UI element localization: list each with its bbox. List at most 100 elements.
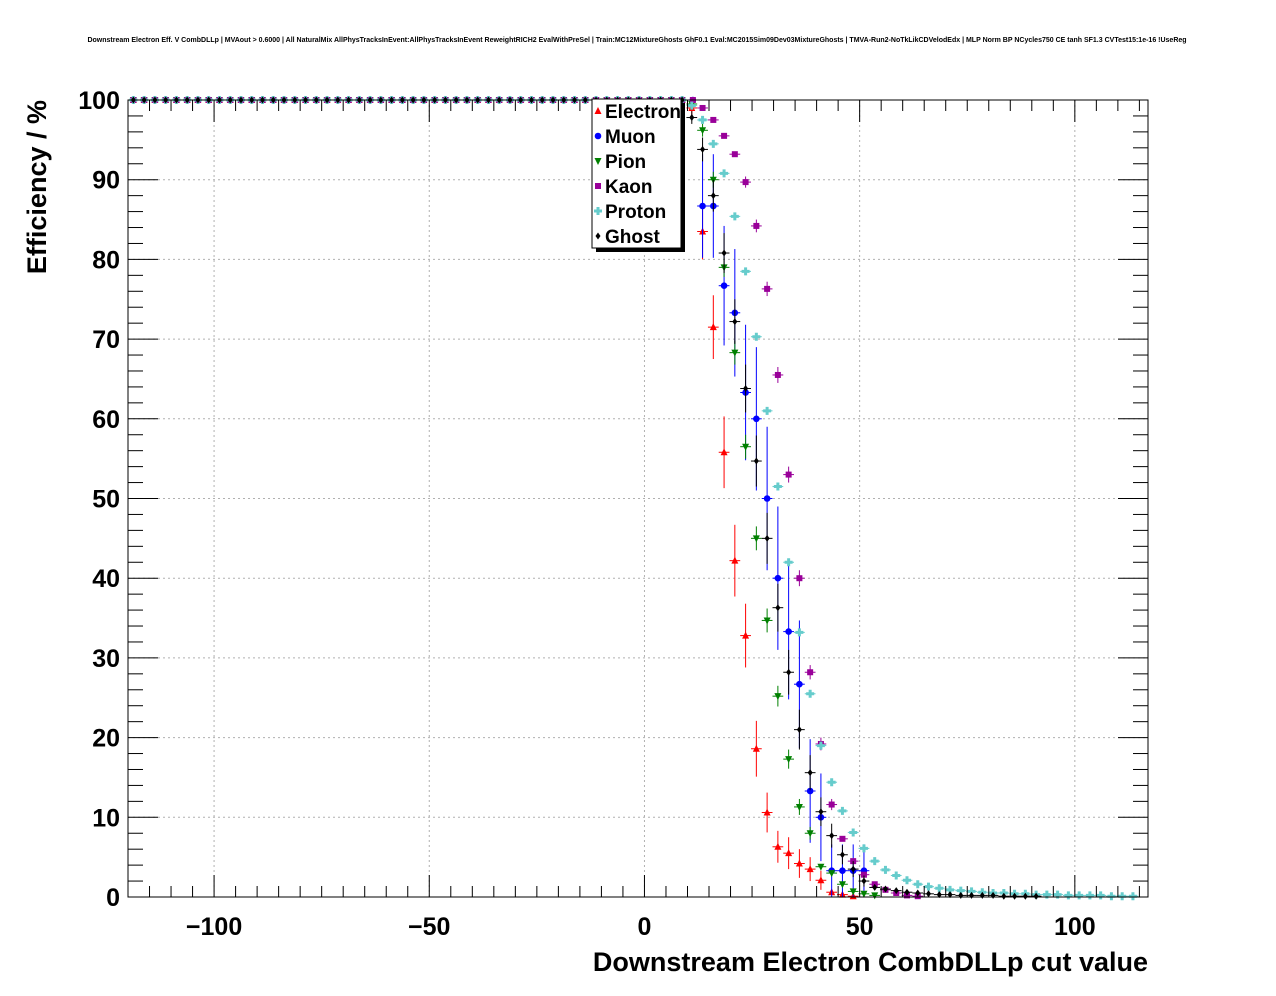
data-point bbox=[816, 741, 825, 750]
data-point bbox=[732, 318, 738, 326]
data-point bbox=[850, 865, 856, 873]
data-point bbox=[870, 857, 879, 866]
data-point bbox=[1128, 892, 1137, 901]
data-point bbox=[827, 778, 836, 787]
y-tick-label: 30 bbox=[92, 645, 120, 673]
y-tick-label: 70 bbox=[92, 326, 120, 354]
legend-marker-proton bbox=[594, 207, 602, 215]
data-point bbox=[699, 127, 707, 135]
data-point bbox=[720, 282, 728, 290]
data-point bbox=[807, 669, 814, 676]
data-point bbox=[1107, 892, 1116, 901]
data-point bbox=[807, 769, 813, 777]
data-point bbox=[752, 535, 760, 543]
data-point bbox=[796, 575, 803, 582]
data-point bbox=[742, 443, 750, 451]
data-point bbox=[1012, 892, 1018, 900]
legend-marker-muon bbox=[594, 132, 602, 140]
legend-label-kaon: Kaon bbox=[605, 177, 653, 198]
legend-label-muon: Muon bbox=[605, 127, 656, 148]
data-point bbox=[763, 406, 772, 415]
data-point bbox=[1096, 891, 1105, 900]
x-tick-label: 0 bbox=[638, 913, 652, 941]
data-point bbox=[946, 885, 955, 894]
x-tick-label: −50 bbox=[408, 913, 450, 941]
axis-layer: −100 −50 0 50 100 0 10 20 30 40 50 60 70 80 90 100 bbox=[78, 87, 1148, 941]
data-point bbox=[796, 680, 803, 688]
data-point bbox=[741, 267, 750, 276]
data-point bbox=[839, 835, 846, 842]
data-point bbox=[742, 179, 749, 186]
data-point bbox=[709, 139, 718, 148]
data-point bbox=[818, 808, 824, 816]
data-point bbox=[956, 886, 965, 895]
data-point bbox=[829, 832, 835, 840]
legend-label-ghost: Ghost bbox=[605, 227, 661, 248]
data-point bbox=[731, 349, 739, 357]
data-point bbox=[893, 887, 899, 895]
data-point bbox=[763, 495, 771, 502]
data-point bbox=[1042, 890, 1051, 899]
data-point bbox=[958, 891, 964, 899]
data-point bbox=[947, 891, 953, 899]
data-point bbox=[742, 631, 750, 639]
data-point bbox=[924, 882, 933, 891]
data-point bbox=[774, 693, 782, 701]
data-point bbox=[698, 115, 707, 124]
data-point bbox=[795, 803, 803, 811]
y-tick-label: 100 bbox=[78, 87, 120, 115]
series-muon bbox=[128, 96, 870, 897]
data-point bbox=[849, 828, 858, 837]
data-point bbox=[689, 114, 695, 122]
data-point bbox=[861, 877, 867, 885]
data-point bbox=[730, 212, 739, 221]
data-point bbox=[817, 876, 825, 884]
data-point bbox=[721, 249, 727, 257]
data-point bbox=[967, 887, 976, 896]
x-axis-title: Downstream Electron CombDLLp cut value bbox=[593, 947, 1148, 977]
data-point bbox=[774, 371, 781, 378]
data-point bbox=[828, 801, 835, 808]
data-point bbox=[731, 151, 738, 158]
legend-box bbox=[591, 98, 682, 249]
data-point bbox=[926, 890, 932, 898]
data-point bbox=[775, 604, 781, 612]
legend-label-proton: Proton bbox=[605, 202, 666, 223]
data-point bbox=[828, 870, 836, 878]
y-tick-label: 60 bbox=[92, 406, 120, 434]
data-point bbox=[1001, 892, 1007, 900]
data-point bbox=[806, 787, 814, 795]
data-point bbox=[882, 885, 888, 893]
data-point bbox=[806, 689, 815, 698]
data-point bbox=[817, 863, 825, 871]
y-tick-label: 50 bbox=[92, 486, 120, 514]
legend-label-pion: Pion bbox=[605, 152, 646, 173]
data-point bbox=[1064, 891, 1073, 900]
data-point bbox=[753, 415, 760, 423]
data-point bbox=[872, 883, 878, 891]
y-tick-label: 0 bbox=[106, 884, 120, 912]
data-point bbox=[904, 888, 910, 896]
data-point bbox=[859, 844, 868, 853]
data-point bbox=[796, 726, 802, 734]
data-point bbox=[1033, 892, 1039, 900]
data-point bbox=[806, 865, 814, 873]
data-point bbox=[785, 849, 793, 857]
legend-marker-electron bbox=[594, 107, 602, 114]
data-point bbox=[785, 628, 792, 635]
data-point bbox=[849, 888, 857, 896]
data-point bbox=[763, 617, 771, 625]
data-point bbox=[710, 116, 717, 123]
y-tick-label: 20 bbox=[92, 725, 120, 753]
data-point bbox=[699, 104, 706, 111]
data-point bbox=[936, 891, 942, 899]
data-point bbox=[902, 876, 911, 885]
data-point bbox=[839, 867, 846, 874]
y-axis-title: Efficiency / % bbox=[22, 100, 52, 274]
data-point bbox=[764, 534, 770, 542]
data-point bbox=[969, 891, 975, 899]
data-point bbox=[935, 884, 944, 893]
data-point bbox=[871, 892, 879, 900]
data-point bbox=[806, 830, 814, 838]
y-tick-label: 90 bbox=[92, 167, 120, 195]
